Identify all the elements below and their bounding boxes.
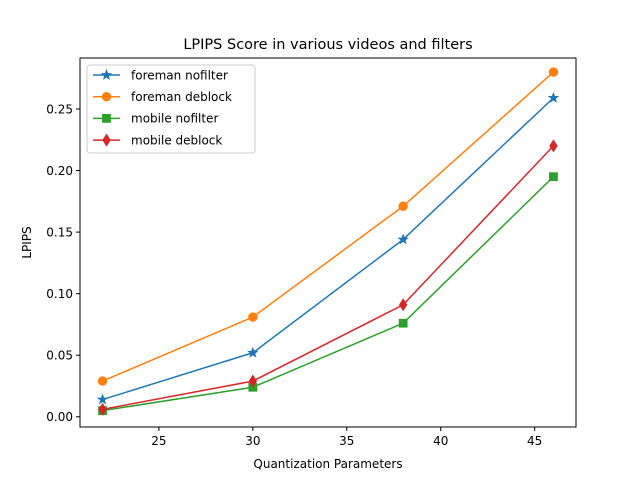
x-tick-label: 30 [245,434,260,448]
y-tick-label: 0.10 [46,287,73,301]
series-line-foreman-nofilter [102,97,554,401]
data-point-foreman-deblock [97,376,108,386]
data-point-foreman-deblock [398,201,408,211]
data-point-mobile-nofilter [549,172,558,182]
legend-item-foreman-deblock: foreman deblock [93,90,232,104]
data-point-foreman-nofilter [96,393,109,405]
data-point-foreman-nofilter [547,91,560,103]
legend-marker [100,68,113,80]
y-tick-label: 0.00 [46,410,73,424]
x-tick-label: 25 [151,434,166,448]
data-point-mobile-deblock [248,374,258,388]
legend-marker [102,133,111,147]
legend-marker [101,92,112,102]
legend-item-foreman-nofilter: foreman nofilter [93,68,228,82]
data-point-foreman-deblock [548,67,559,77]
data-point-mobile-deblock [398,298,408,312]
legend-item-mobile-nofilter: mobile nofilter [93,112,218,126]
chart-title: LPIPS Score in various videos and filter… [183,37,472,53]
plot-frame [79,57,577,428]
series-line-mobile-nofilter [102,176,554,412]
x-tick-label: 40 [433,434,448,448]
series-foreman-deblock [97,67,559,386]
data-point-foreman-nofilter [397,233,409,245]
x-tick-label: 45 [527,434,542,448]
data-point-mobile-nofilter [398,318,408,328]
y-tick-label: 0.25 [46,102,73,116]
legend-box [86,64,256,154]
legend-label: foreman deblock [131,90,232,104]
legend-label: mobile deblock [131,133,222,147]
y-tick-label: 0.20 [46,164,73,178]
data-point-mobile-deblock [98,402,107,416]
y-axis-label: LPIPS [20,226,34,258]
data-point-foreman-nofilter [247,346,259,358]
x-axis-label: Quantization Parameters [253,457,402,471]
series-mobile-deblock [98,139,558,416]
y-tick-label: 0.05 [46,349,73,363]
legend-marker [102,114,111,123]
legend-item-mobile-deblock: mobile deblock [93,133,222,147]
legend-label: foreman nofilter [131,68,228,82]
data-point-foreman-deblock [248,312,258,322]
legend: foreman nofilter foreman deblock mobile no… [86,64,256,154]
x-tick-label: 35 [339,434,354,448]
legend-label: mobile nofilter [131,112,218,126]
y-tick-label: 0.15 [46,225,73,239]
data-point-mobile-deblock [549,139,558,153]
series-line-mobile-deblock [102,145,554,411]
series-line-foreman-deblock [102,71,554,382]
series-foreman-nofilter [96,91,560,405]
